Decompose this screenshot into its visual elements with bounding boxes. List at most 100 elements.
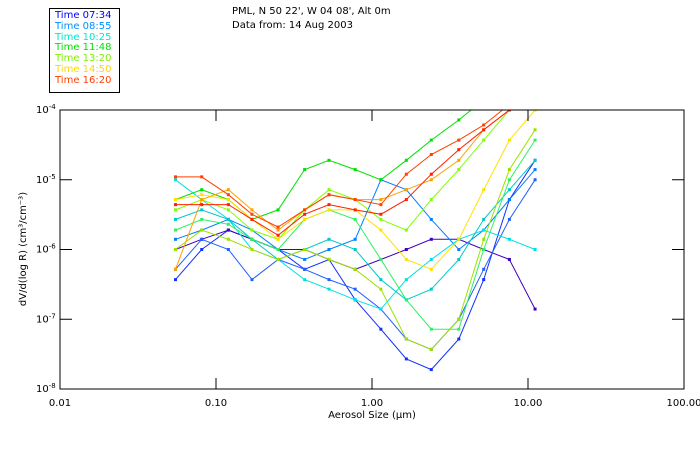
data-point <box>173 237 177 241</box>
data-point <box>226 188 230 192</box>
data-point <box>379 327 383 331</box>
data-point <box>200 193 204 197</box>
data-point <box>404 188 408 192</box>
data-point <box>429 237 433 241</box>
data-point <box>379 217 383 221</box>
data-point <box>482 128 486 132</box>
data-point <box>404 337 408 341</box>
data-point <box>429 287 433 291</box>
data-point <box>226 237 230 241</box>
data-point <box>303 257 307 261</box>
data-point <box>173 217 177 221</box>
y-tick-label: 10-6 <box>36 243 56 256</box>
y-tick-label: 10-7 <box>36 312 56 325</box>
data-point <box>508 103 511 106</box>
data-point <box>457 337 461 341</box>
data-point <box>353 248 357 251</box>
data-point <box>200 228 204 232</box>
data-point <box>250 217 254 221</box>
data-point <box>482 217 486 221</box>
data-point <box>173 228 177 232</box>
data-point <box>303 208 307 212</box>
data-point <box>379 257 383 261</box>
data-point <box>353 287 357 291</box>
data-point <box>482 248 486 251</box>
data-point <box>404 248 408 251</box>
data-point <box>534 94 537 97</box>
data-point <box>353 208 357 212</box>
data-point <box>482 237 486 241</box>
series-13 <box>173 94 537 237</box>
legend-entry: Time 14:50 <box>55 63 112 75</box>
data-point <box>429 178 433 182</box>
data-point <box>482 98 485 101</box>
data-point <box>327 237 331 241</box>
series-9 <box>173 128 537 351</box>
data-point <box>173 198 177 202</box>
data-point <box>533 178 537 182</box>
data-point <box>533 158 537 162</box>
data-point <box>429 153 433 157</box>
data-point <box>429 138 433 142</box>
data-point <box>250 212 254 216</box>
data-point <box>482 278 486 282</box>
data-point <box>507 237 511 241</box>
data-point <box>429 172 433 176</box>
data-point <box>533 248 537 251</box>
series-line <box>175 110 511 236</box>
series-7 <box>173 138 537 331</box>
x-tick-label: 1.00 <box>361 398 383 409</box>
data-point <box>200 208 204 212</box>
data-point <box>379 228 383 232</box>
data-point <box>429 198 433 202</box>
data-point <box>353 267 357 271</box>
series-line <box>175 110 511 270</box>
data-point <box>457 118 461 122</box>
x-tick-label: 10.00 <box>514 398 543 409</box>
data-point <box>507 168 511 172</box>
data-point <box>533 128 537 132</box>
data-point <box>404 198 408 202</box>
data-point <box>276 233 280 237</box>
data-point <box>200 203 204 207</box>
legend-entry: Time 08:55 <box>55 20 112 32</box>
y-tick-label: 10-8 <box>36 382 56 395</box>
data-point <box>250 237 254 241</box>
data-point <box>457 148 461 152</box>
data-point <box>404 228 408 232</box>
data-point <box>173 203 177 207</box>
data-point <box>507 257 511 261</box>
data-point <box>226 217 230 221</box>
data-point <box>379 287 383 291</box>
data-point <box>276 225 280 229</box>
data-point <box>429 327 433 331</box>
data-point <box>379 278 383 282</box>
data-point <box>533 307 537 311</box>
data-point <box>327 158 331 162</box>
legend-entry: Time 16:20 <box>55 74 112 86</box>
data-point <box>457 237 461 241</box>
data-point <box>507 138 511 142</box>
data-point <box>533 110 537 112</box>
legend: Time 07:34 Time 08:55 Time 10:25 Time 11:48… <box>49 8 120 93</box>
x-tick-label: 0.10 <box>205 398 227 409</box>
series-12 <box>173 103 511 229</box>
data-point <box>457 168 461 172</box>
data-point <box>353 298 357 302</box>
data-point <box>404 172 408 176</box>
data-point <box>429 217 433 221</box>
data-point <box>327 188 331 192</box>
x-tick-label: 0.01 <box>49 398 71 409</box>
data-point <box>457 317 461 321</box>
data-point <box>507 217 511 221</box>
data-point <box>482 123 486 127</box>
legend-entry: Time 13:20 <box>55 53 112 65</box>
data-point <box>250 208 254 212</box>
data-point <box>327 208 331 212</box>
data-point <box>276 248 280 251</box>
data-point <box>379 178 383 182</box>
data-point <box>379 203 383 207</box>
data-point <box>173 248 177 251</box>
x-axis-label: Aerosol Size (μm) <box>328 410 416 421</box>
data-point <box>173 208 177 212</box>
